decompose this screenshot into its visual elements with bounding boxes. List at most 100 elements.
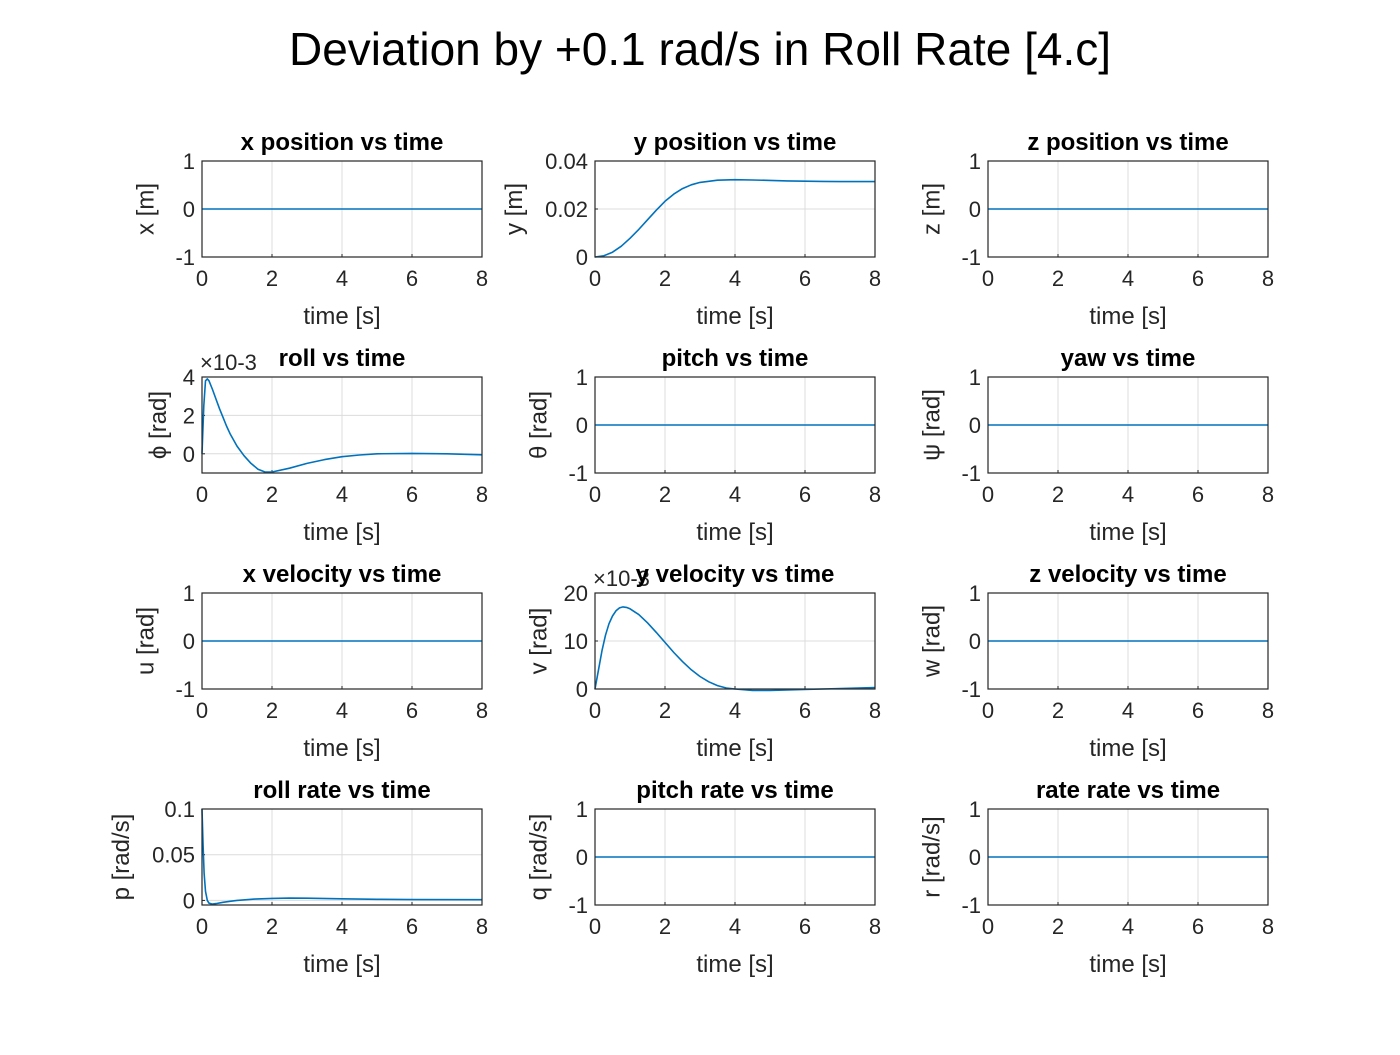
subplot-title: roll rate vs time [253,777,430,804]
subplot: 0 2 4 6 8 0 0.05 0.1 roll rate vs time time [s] p … [108,777,488,978]
y-tick-label: 0.02 [545,197,588,222]
y-tick-label: 0 [969,629,981,654]
x-tick-label: 4 [1122,266,1134,291]
figure-title: Deviation by +0.1 rad/s in Roll Rate [4.… [288,23,1112,75]
x-tick-label: 8 [869,266,881,291]
x-axis-label: time [s] [696,303,773,330]
subplot-title: pitch vs time [662,345,809,372]
y-tick-label: -1 [568,893,588,918]
y-tick-label: -1 [568,461,588,486]
x-tick-label: 6 [1192,698,1204,723]
y-tick-label: 0.04 [545,149,588,174]
x-tick-label: 0 [982,266,994,291]
x-axis-label: time [s] [696,951,773,978]
x-tick-label: 0 [196,698,208,723]
x-tick-label: 6 [1192,482,1204,507]
x-tick-label: 0 [982,698,994,723]
x-tick-label: 0 [196,482,208,507]
series-line [594,606,876,692]
series-line [594,178,875,258]
x-tick-label: 6 [799,266,811,291]
y-tick-label: 1 [183,149,195,174]
x-tick-label: 2 [266,482,278,507]
x-tick-label: 2 [1052,266,1064,291]
x-tick-label: 8 [869,698,881,723]
x-tick-label: 8 [1262,914,1274,939]
x-tick-label: 6 [1192,266,1204,291]
x-tick-label: 8 [476,266,488,291]
axes-box [201,592,483,690]
x-tick-label: 0 [589,914,601,939]
y-tick-label: 4 [183,365,195,390]
x-axis-label: time [s] [696,735,773,762]
x-tick-label: 6 [406,914,418,939]
x-tick-label: 6 [799,698,811,723]
axes-box [201,376,483,474]
y-tick-label: 1 [969,365,981,390]
y-tick-label: 0 [969,845,981,870]
x-tick-label: 0 [589,698,601,723]
y-axis-label: ψ [rad] [919,389,946,461]
x-tick-label: 6 [799,914,811,939]
x-tick-label: 2 [659,482,671,507]
y-tick-label: 2 [183,403,195,428]
y-tick-label: 0 [183,197,195,222]
y-tick-label: 20 [564,581,588,606]
y-axis-label: r [rad/s] [919,816,946,897]
y-axis-label: p [rad/s] [108,814,135,901]
y-tick-label: 0 [183,629,195,654]
x-tick-label: 2 [266,698,278,723]
y-axis-label: z [m] [919,183,946,235]
subplot-title: z position vs time [1027,129,1228,156]
y-tick-label: -1 [961,245,981,270]
axes-box [987,376,1269,474]
axes-box [594,376,876,474]
series-line [201,808,483,905]
y-tick-label: 0 [969,197,981,222]
y-axis-label: q [rad/s] [526,814,553,901]
y-tick-label: -1 [961,461,981,486]
x-axis-label: time [s] [303,519,380,546]
x-tick-label: 4 [1122,698,1134,723]
x-tick-label: 4 [729,914,741,939]
y-tick-label: 1 [969,797,981,822]
x-tick-label: 8 [869,482,881,507]
x-tick-label: 0 [589,266,601,291]
axes-box [987,160,1269,258]
x-axis-label: time [s] [303,735,380,762]
x-tick-label: 4 [336,482,348,507]
subplot-title: x velocity vs time [243,561,442,588]
exponent-label: ×10-3 [593,566,650,591]
x-tick-label: 0 [982,914,994,939]
y-tick-label: 1 [576,797,588,822]
y-tick-label: 0 [576,677,588,702]
y-axis-label: v [rad] [526,608,553,675]
x-axis-label: time [s] [1089,519,1166,546]
y-axis-label: x [m] [133,183,160,235]
y-axis-label: θ [rad] [526,391,553,459]
x-tick-label: 4 [1122,482,1134,507]
axes-box [987,808,1269,906]
x-tick-label: 4 [336,698,348,723]
x-tick-label: 0 [196,266,208,291]
y-tick-label: 0 [183,442,195,467]
x-tick-label: 2 [1052,698,1064,723]
x-tick-label: 2 [659,698,671,723]
subplot: 0 2 4 6 8 0 10 20×10-3y velocity vs time time [s… [526,561,882,762]
subplot-title: yaw vs time [1061,345,1196,372]
subplot-title: y velocity vs time [636,561,835,588]
x-tick-label: 6 [406,482,418,507]
axes-box [201,160,483,258]
x-tick-label: 6 [406,698,418,723]
x-tick-label: 8 [476,698,488,723]
x-axis-label: time [s] [1089,303,1166,330]
